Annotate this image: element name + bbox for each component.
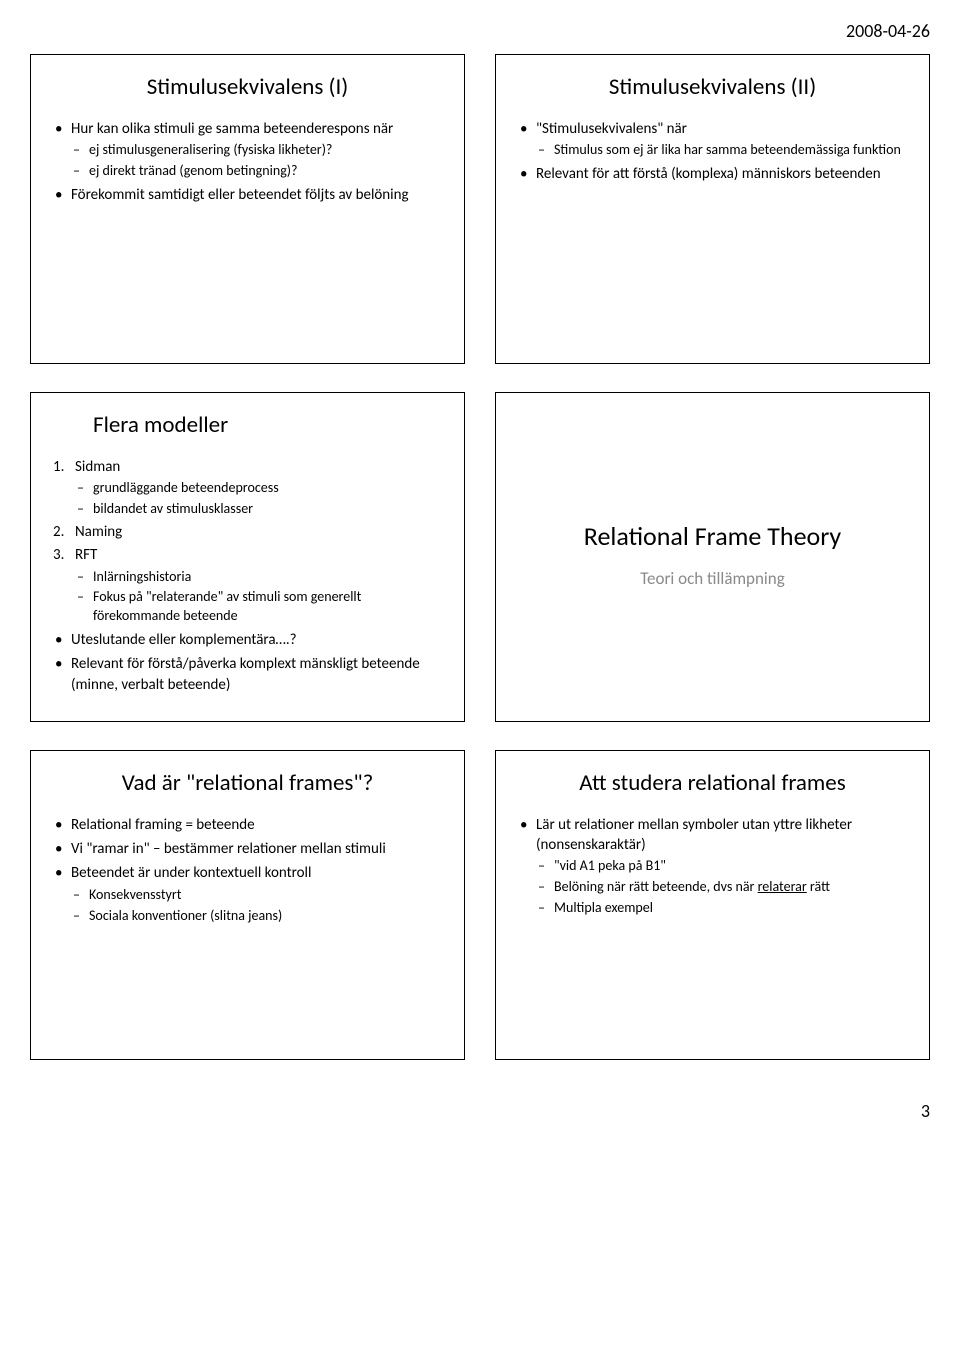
slide-stimulusekvivalens-1: Stimulusekvivalens (I) Hur kan olika sti… — [30, 54, 465, 364]
dash-item: Konsekvensstyrt — [71, 886, 442, 905]
dash-list: Konsekvensstyrt Sociala konventioner (sl… — [71, 886, 442, 926]
bullet-list: Hur kan olika stimuli ge samma beteender… — [53, 119, 442, 205]
dash-item: Belöning när rätt beteende, dvs när rela… — [536, 878, 907, 897]
dash-text-part: rätt — [807, 878, 830, 895]
bullet-item: Beteendet är under kontextuell kontroll … — [53, 863, 442, 925]
bullet-list: Relational framing = beteende Vi "ramar … — [53, 815, 442, 926]
bullet-list: "Stimulusekvivalens" när Stimulus som ej… — [518, 119, 907, 184]
dash-item: Sociala konventioner (slitna jeans) — [71, 907, 442, 926]
page-number: 3 — [30, 1100, 930, 1122]
bullet-item: Relevant för att förstå (komplexa) männi… — [518, 164, 907, 184]
bullet-list: Uteslutande eller komplementära….? Relev… — [53, 630, 442, 695]
dash-item: grundläggande beteendeprocess — [75, 479, 442, 498]
num-text: Sidman — [75, 458, 120, 476]
dash-list: ej stimulusgeneralisering (fysiska likhe… — [71, 141, 442, 181]
slide-title: Att studera relational frames — [518, 769, 907, 797]
slide-flera-modeller: Flera modeller Sidman grundläggande bete… — [30, 392, 465, 722]
centered-content: Relational Frame Theory Teori och tilläm… — [518, 411, 907, 699]
dash-item: Multipla exempel — [536, 899, 907, 918]
slide-title: Stimulusekvivalens (I) — [53, 73, 442, 101]
num-item: RFT Inlärningshistoria Fokus på "relater… — [53, 545, 442, 626]
dash-item: Stimulus som ej är lika har samma beteen… — [536, 141, 907, 160]
dash-list: Inlärningshistoria Fokus på "relaterande… — [75, 568, 442, 627]
slide-title: Vad är "relational frames"? — [53, 769, 442, 797]
dash-list: Stimulus som ej är lika har samma beteen… — [536, 141, 907, 160]
bullet-item: Relational framing = beteende — [53, 815, 442, 835]
dash-item: Inlärningshistoria — [75, 568, 442, 587]
bullet-text: Lär ut relationer mellan symboler utan y… — [536, 816, 852, 854]
bullet-item: "Stimulusekvivalens" när Stimulus som ej… — [518, 119, 907, 160]
num-item: Sidman grundläggande beteendeprocess bil… — [53, 457, 442, 519]
slide-stimulusekvivalens-2: Stimulusekvivalens (II) "Stimulusekvival… — [495, 54, 930, 364]
slide-subtitle: Teori och tillämpning — [640, 568, 785, 589]
bullet-item: Hur kan olika stimuli ge samma beteender… — [53, 119, 442, 181]
dash-text-underline: relaterar — [758, 878, 807, 895]
bullet-item: Relevant för förstå/påverka komplext män… — [53, 654, 442, 695]
dash-item: "vid A1 peka på B1" — [536, 857, 907, 876]
bullet-list: Lär ut relationer mellan symboler utan y… — [518, 815, 907, 918]
dash-item: Fokus på "relaterande" av stimuli som ge… — [75, 588, 442, 626]
dash-item: bildandet av stimulusklasser — [75, 500, 442, 519]
numbered-list: Sidman grundläggande beteendeprocess bil… — [53, 457, 442, 626]
num-text: RFT — [75, 546, 97, 564]
bullet-text: Beteendet är under kontextuell kontroll — [71, 864, 311, 882]
slide-vad-ar-relational-frames: Vad är "relational frames"? Relational f… — [30, 750, 465, 1060]
bullet-item: Uteslutande eller komplementära….? — [53, 630, 442, 650]
dash-text-part: Belöning när rätt beteende, dvs när — [554, 878, 758, 895]
slide-rft-title: Relational Frame Theory Teori och tilläm… — [495, 392, 930, 722]
bullet-text: Hur kan olika stimuli ge samma beteender… — [71, 120, 393, 138]
bullet-text: "Stimulusekvivalens" när — [536, 120, 687, 138]
slide-title: Flera modeller — [93, 411, 442, 439]
dash-list: "vid A1 peka på B1" Belöning när rätt be… — [536, 857, 907, 918]
num-item: Naming — [53, 522, 442, 542]
slide-title: Stimulusekvivalens (II) — [518, 73, 907, 101]
bullet-item: Lär ut relationer mellan symboler utan y… — [518, 815, 907, 918]
bullet-item: Förekommit samtidigt eller beteendet föl… — [53, 185, 442, 205]
header-date: 2008-04-26 — [30, 20, 930, 42]
dash-list: grundläggande beteendeprocess bildandet … — [75, 479, 442, 519]
slide-title: Relational Frame Theory — [584, 520, 841, 552]
dash-item: ej stimulusgeneralisering (fysiska likhe… — [71, 141, 442, 160]
slide-att-studera-relational-frames: Att studera relational frames Lär ut rel… — [495, 750, 930, 1060]
bullet-item: Vi "ramar in" – bestämmer relationer mel… — [53, 839, 442, 859]
dash-item: ej direkt tränad (genom betingning)? — [71, 162, 442, 181]
slide-grid: Stimulusekvivalens (I) Hur kan olika sti… — [30, 54, 930, 1060]
